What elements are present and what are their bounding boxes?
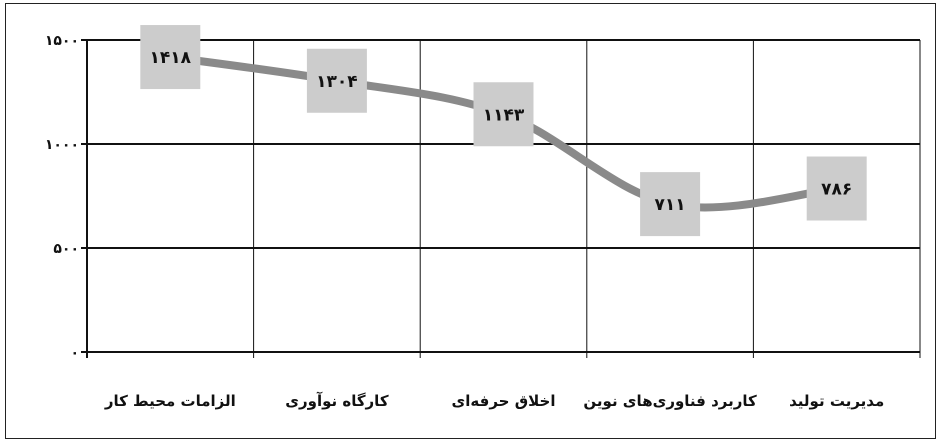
data-label: ۷۸۶ (821, 180, 852, 200)
data-label: ۷۱۱ (655, 195, 686, 215)
y-tick-label: ۰ (70, 345, 79, 361)
data-point-box (640, 172, 701, 237)
x-category-label: الزامات محیط کار (104, 392, 236, 410)
data-label: ۱۴۱۸ (150, 48, 192, 68)
data-point-box (140, 25, 201, 90)
y-tick-label: ۱۵۰۰ (45, 33, 79, 49)
data-point-box (473, 82, 534, 147)
data-point-box (306, 48, 367, 113)
data-label: ۱۱۴۳ (483, 105, 525, 125)
y-tick-label: ۱۰۰۰ (45, 137, 79, 153)
x-category-label: کارگاه نوآوری (285, 392, 389, 410)
data-label: ۱۳۰۴ (316, 72, 358, 92)
y-tick-label: ۵۰۰ (53, 241, 79, 257)
x-category-label: مدیریت تولید (789, 392, 884, 410)
data-point-box (806, 156, 867, 221)
x-category-label: کاربرد فناوری‌های نوین (583, 392, 757, 410)
x-category-label: اخلاق حرفه‌ای (452, 392, 556, 410)
